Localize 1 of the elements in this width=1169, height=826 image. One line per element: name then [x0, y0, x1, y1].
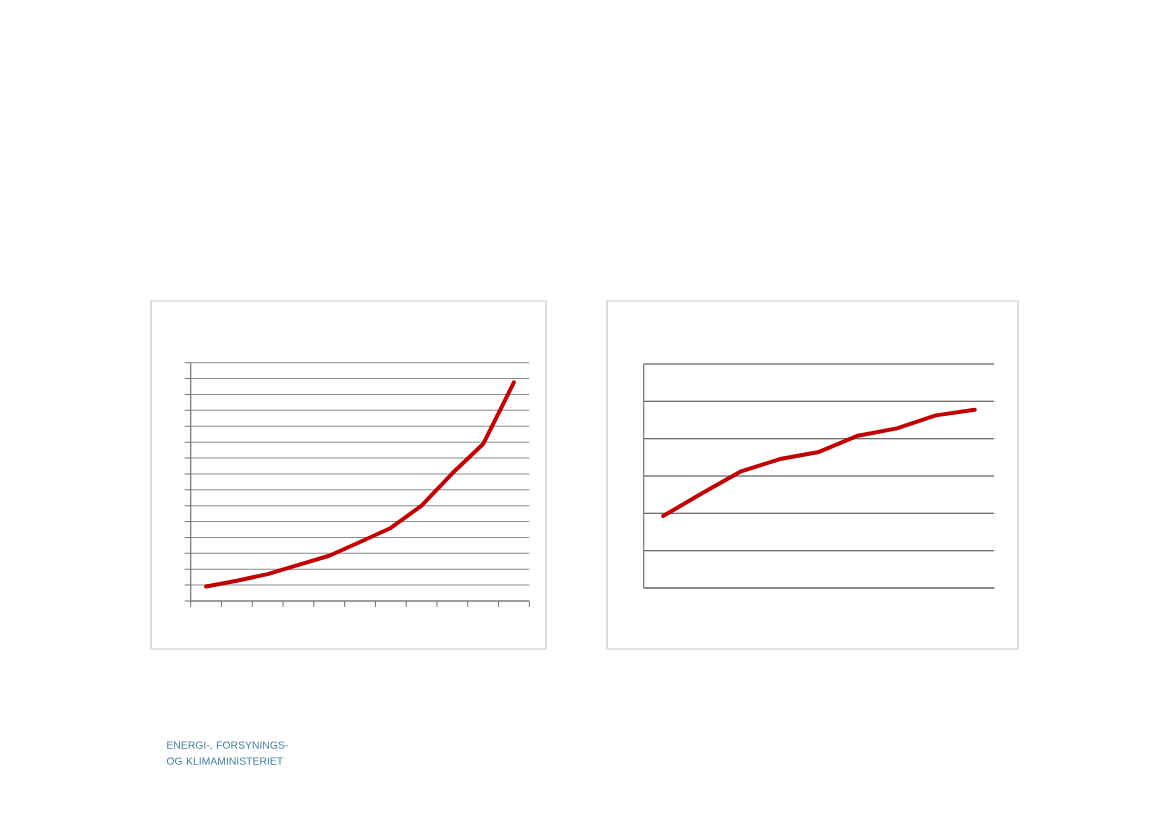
text: ENERGI-, FORSYNINGS- OG KLIMAMINISTERIET	[166, 741, 288, 765]
